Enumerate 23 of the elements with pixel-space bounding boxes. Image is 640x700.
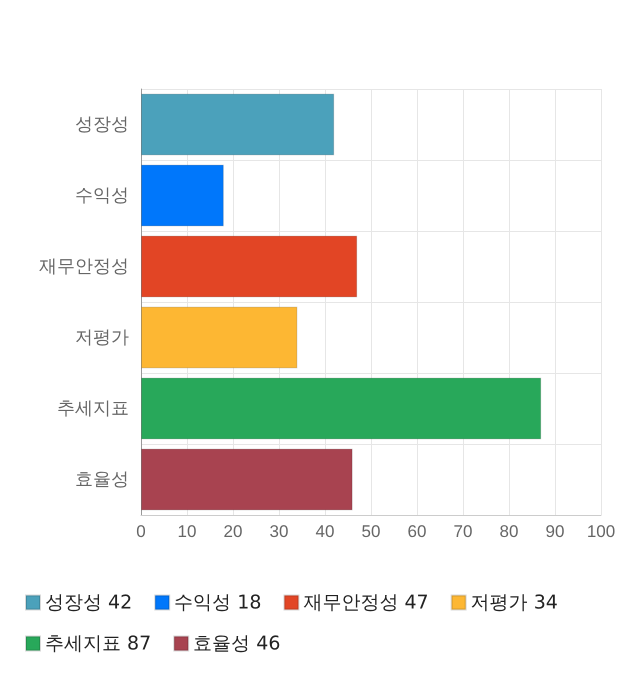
x-tick-label: 90 [546,522,564,541]
y-tick-label: 저평가 [75,327,129,348]
x-tick-label: 70 [454,522,472,541]
legend-label: 재무안정성 47 [303,592,429,614]
legend-label: 저평가 34 [470,592,558,614]
y-tick-label: 효율성 [75,469,129,490]
x-tick-label: 40 [316,522,334,541]
y-tick-label: 재무안정성 [39,256,129,277]
x-tick-label: 50 [362,522,380,541]
legend-label: 성장성 42 [45,592,132,614]
y-tick-label: 추세지표 [57,398,129,419]
x-tick-label: 80 [500,522,518,541]
x-tick-label: 30 [270,522,288,541]
legend-label: 추세지표 87 [45,632,152,654]
x-tick-label: 10 [178,522,196,541]
x-tick-label: 100 [586,522,616,541]
legend-label: 효율성 46 [193,632,280,654]
x-tick-label: 20 [224,522,242,541]
x-tick-label: 0 [136,522,146,541]
y-tick-label: 성장성 [75,114,129,135]
x-tick-label: 60 [408,522,426,541]
legend-label: 수익성 18 [174,592,262,614]
y-tick-label: 수익성 [75,185,129,206]
